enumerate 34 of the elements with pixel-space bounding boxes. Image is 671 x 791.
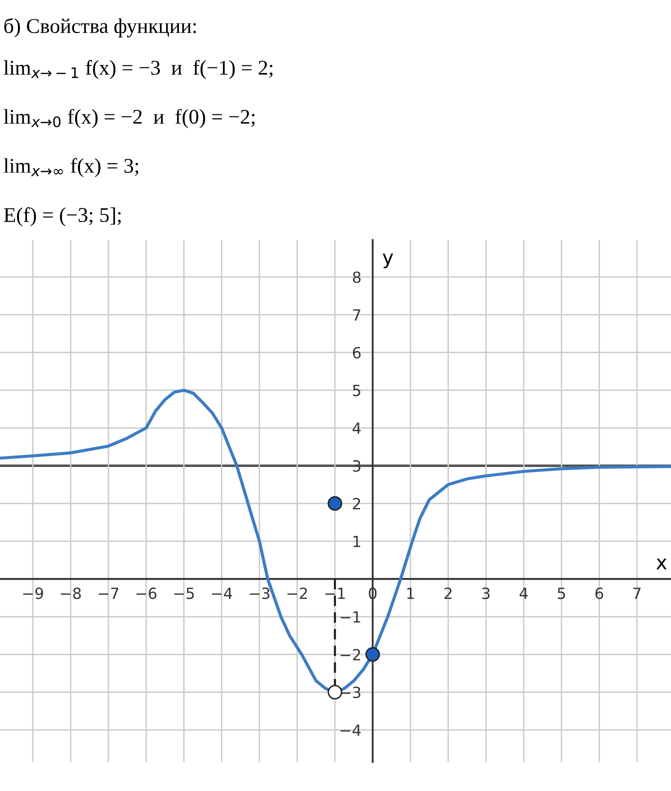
x-tick-label: 7	[633, 588, 641, 599]
y-tick-label: 8	[352, 271, 361, 284]
y-tick-label: −2	[340, 648, 360, 660]
text: lim$_{x→−1}$ f(x) = −3 и f(−1) = 2;	[4, 60, 272, 80]
x-tick-label: 1	[407, 588, 414, 599]
x-tick-label: −6	[136, 588, 156, 600]
y-tick-label: 7	[353, 309, 360, 321]
text: lim$_{x→0}$ f(x) = −2 и f(0) = −2;	[4, 108, 255, 128]
y-axis-title: y	[382, 254, 394, 268]
text: lim$_{x→∞}$ f(x) = 3;	[4, 158, 138, 178]
x-tick-label: 6	[595, 588, 604, 600]
x-tick-label: 5	[558, 588, 566, 600]
x-tick-label: −3	[250, 588, 270, 600]
x-tick-label: −5	[174, 588, 194, 600]
y-tick-label: 4	[352, 422, 361, 434]
x-tick-label: −1	[325, 588, 345, 599]
chart-title: б) Свойства функции:	[4, 18, 196, 38]
text: E(f) = (−3; 5];	[4, 207, 121, 226]
x-tick-label: 2	[444, 588, 452, 599]
x-tick-label: −9	[23, 588, 44, 600]
y-tick-label: −3	[340, 686, 360, 698]
x-axis-title: x	[656, 558, 667, 570]
x-tick-label: 4	[520, 588, 528, 599]
y-tick-label: 6	[352, 346, 361, 358]
x-tick-label: −2	[288, 588, 307, 599]
x-tick-label: 3	[482, 588, 490, 600]
x-tick-label: −4	[212, 588, 232, 599]
y-tick-label: 1	[354, 536, 360, 547]
x-tick-label: −8	[60, 588, 81, 600]
y-tick-label: −1	[340, 611, 360, 622]
y-tick-label: 5	[353, 384, 360, 396]
y-tick-label: 2	[352, 498, 360, 510]
y-tick-label: −4	[340, 724, 361, 736]
x-tick-label: −7	[98, 588, 118, 599]
